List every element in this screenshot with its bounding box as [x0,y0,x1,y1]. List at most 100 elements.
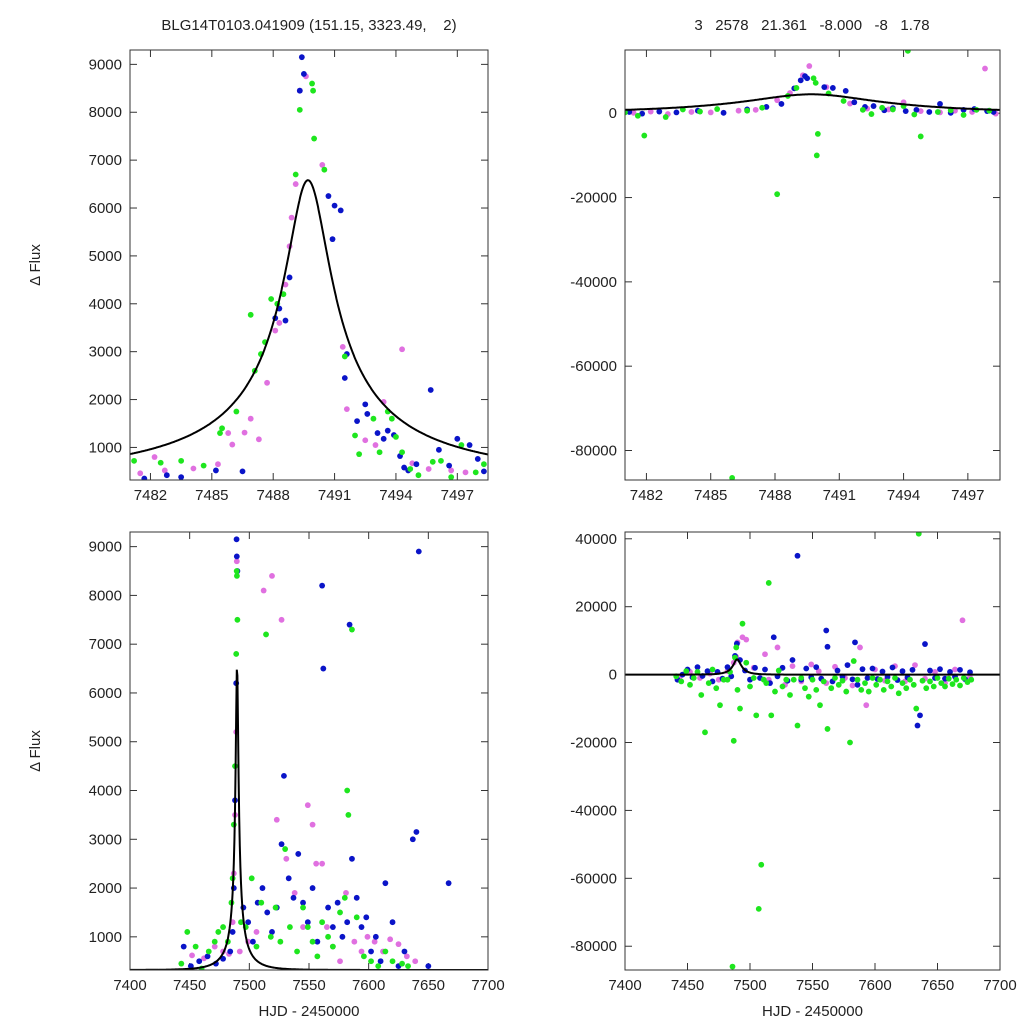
data-point-green [729,963,736,970]
data-point-magenta [309,821,316,828]
data-point-green [938,680,945,686]
x-tick-label: 7494 [379,487,412,504]
data-point-green [310,87,316,94]
data-point-blue [314,938,321,945]
data-point-green [724,676,731,683]
data-point-magenta [932,668,938,675]
data-point-green [429,458,436,465]
data-point-green [949,681,956,688]
data-point-blue [445,880,452,887]
data-point-blue [639,110,646,117]
data-point-blue [427,387,434,393]
plot-frame [624,531,1001,971]
data-point-green [272,904,279,911]
data-point-magenta [647,108,654,115]
data-point-green [854,676,861,683]
data-point-green [765,580,772,586]
data-point-blue [141,475,148,480]
data-point-blue [239,468,246,475]
data-point-green [915,532,922,537]
data-point-blue [913,106,920,113]
data-point-blue [864,675,871,681]
data-point-green [790,676,797,683]
data-point-green [337,909,343,916]
data-point-blue [300,899,306,906]
data-point-green [625,109,628,116]
data-point-green [934,109,941,115]
x-axis-label: HJD - 2450000 [762,1003,863,1020]
x-tick-label: 7482 [134,487,167,504]
data-point-magenta [324,924,330,930]
data-point-green [750,675,757,681]
data-point-blue [264,909,271,916]
data-point-magenta [462,469,469,476]
x-tick-label: 7485 [694,487,727,504]
data-point-green [352,432,358,439]
data-point-blue [947,668,953,675]
data-point-magenta [362,437,369,444]
data-point-green [917,133,924,140]
data-point-blue [413,829,420,835]
data-point-green [178,960,185,967]
data-point-blue [380,435,387,442]
data-point-blue [842,87,849,94]
data-point-magenta [273,816,280,823]
y-tick-label: 4000 [89,296,122,313]
data-point-blue [353,894,360,901]
data-point-blue [349,855,355,862]
data-point-green [263,631,269,638]
data-point-blue [425,963,432,969]
data-point-blue [466,442,473,448]
data-point-magenta [952,107,958,114]
data-point-blue [922,641,928,647]
data-point-green [903,685,910,692]
data-point-blue [401,948,408,955]
data-point-magenta [448,467,455,474]
data-point-blue [368,948,374,955]
data-point-blue [281,772,287,779]
y-tick-label: 1000 [89,929,122,946]
data-point-magenta [236,948,243,955]
y-tick-label: 7000 [89,636,122,653]
x-tick-label: 7650 [412,977,445,994]
data-point-green [238,919,244,926]
data-point-green [253,943,260,950]
data-point-blue [300,71,307,77]
chart-panel-top-left: 7482 7485 7488 7491 7494 7497 1000 2000 3000 4000… [27,49,489,504]
data-point-magenta [358,948,365,955]
data-point-magenta [283,855,290,862]
data-point-green [217,430,223,436]
data-point-magenta [425,466,432,472]
data-point-blue [163,472,170,479]
data-point-green [407,466,414,472]
data-point-green [892,675,898,681]
data-point-magenta [241,429,248,436]
data-point-green [344,787,351,794]
data-point-green [862,680,868,686]
data-point-magenta [688,109,695,115]
data-point-green [942,683,948,690]
y-tick-label: -80000 [570,442,617,459]
data-point-blue [803,665,810,672]
y-tick-label: 5000 [89,248,122,265]
plot-frame [129,49,489,481]
x-tick-label: 7600 [352,977,385,994]
data-point-green [184,929,191,935]
x-tick-label: 7488 [758,487,791,504]
x-tick-label: 7450 [173,977,206,994]
data-point-blue [320,665,327,672]
data-point-blue [829,85,836,91]
data-point-green [375,963,382,969]
data-point-green [360,953,367,960]
y-tick-label: -40000 [570,802,617,819]
data-point-green [793,85,800,91]
data-point-green [895,690,902,697]
data-point-blue [325,193,332,199]
data-point-blue [481,468,487,475]
data-point-green [472,469,479,476]
data-point-green [399,449,405,456]
data-point-green [747,683,753,690]
y-tick-label: 3000 [89,344,122,361]
data-point-magenta [863,702,870,709]
data-point-magenta [387,936,394,943]
